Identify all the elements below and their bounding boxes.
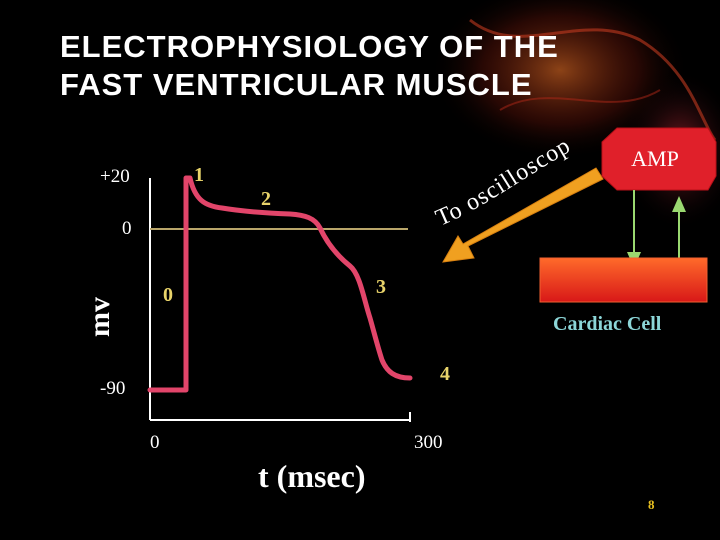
page-number: 8 xyxy=(648,497,655,512)
x-tick-300: 300 xyxy=(414,432,443,453)
amp-label: AMP xyxy=(631,146,679,171)
title-line-2: FAST VENTRICULAR MUSCLE xyxy=(60,67,533,102)
phase-label-2: 2 xyxy=(261,188,271,210)
phase-label-4: 4 xyxy=(440,363,450,385)
decorative-swirl xyxy=(469,18,717,141)
x-tick-0: 0 xyxy=(150,432,160,453)
phase-label-0: 0 xyxy=(163,284,173,306)
phase-label-3: 3 xyxy=(376,276,386,298)
y-axis-label: mv xyxy=(83,297,116,337)
x-axis-label: t (msec) xyxy=(258,458,366,494)
y-tick-plus20: +20 xyxy=(100,166,130,187)
phase-label-1: 1 xyxy=(194,164,204,186)
y-tick-0: 0 xyxy=(122,218,132,239)
slide-title: ELECTROPHYSIOLOGY OF THE FAST VENTRICULA… xyxy=(60,28,559,104)
cardiac-cell-box xyxy=(539,257,708,303)
title-line-1: ELECTROPHYSIOLOGY OF THE xyxy=(60,29,559,64)
green-arrow-up-head xyxy=(672,196,686,212)
action-potential-trace xyxy=(147,175,413,393)
amp-box xyxy=(601,127,717,191)
y-tick-minus90: -90 xyxy=(100,378,126,399)
oscilloscope-arrow xyxy=(442,167,604,263)
decorative-swirl xyxy=(499,89,661,111)
cardiac-cell-label: Cardiac Cell xyxy=(553,313,662,335)
